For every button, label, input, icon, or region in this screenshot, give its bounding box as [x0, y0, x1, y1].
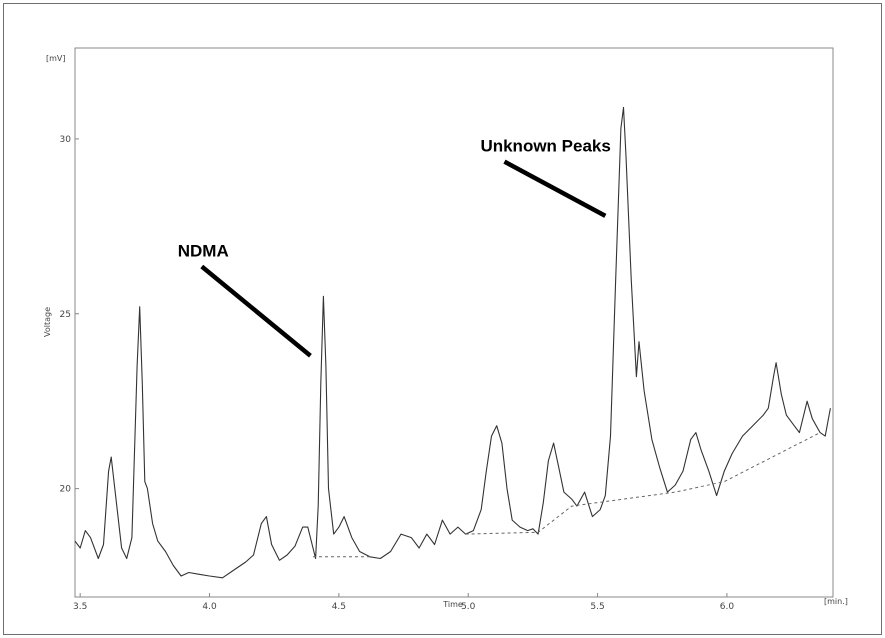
x-tick-label: 4.0: [202, 602, 217, 612]
x-tick-label: 3.5: [73, 602, 87, 612]
signal-line: [74, 106, 831, 579]
y-tick-label: 20: [60, 485, 72, 495]
y-tick-label: 25: [60, 310, 71, 320]
plot-area: [74, 47, 834, 598]
axis-ticks: 3.5 4.0 4.5 5.0 5.5 6.0 20 25 30: [60, 135, 735, 612]
x-tick-label: 5.5: [590, 602, 604, 612]
x-axis-label: Time: [442, 600, 463, 609]
y-axis-label: Voltage: [43, 307, 52, 337]
annotation-pointer: [503, 159, 607, 218]
y-unit-label: [mV]: [46, 54, 66, 63]
x-unit-label: [min.]: [824, 597, 848, 606]
annotation-label: NDMA: [178, 242, 229, 261]
x-tick-label: 4.5: [332, 602, 346, 612]
annotation-label: Unknown Peaks: [480, 137, 610, 156]
x-tick-label: 5.0: [461, 602, 476, 612]
figure-frame: [3, 3, 882, 635]
baseline-line-2: [465, 432, 821, 535]
x-tick-label: 6.0: [720, 602, 735, 612]
y-tick-label: 30: [60, 135, 72, 145]
annotation-pointer: [200, 264, 312, 358]
annotations: NDMA Unknown Peaks: [178, 137, 611, 358]
signal-series: [74, 106, 831, 579]
